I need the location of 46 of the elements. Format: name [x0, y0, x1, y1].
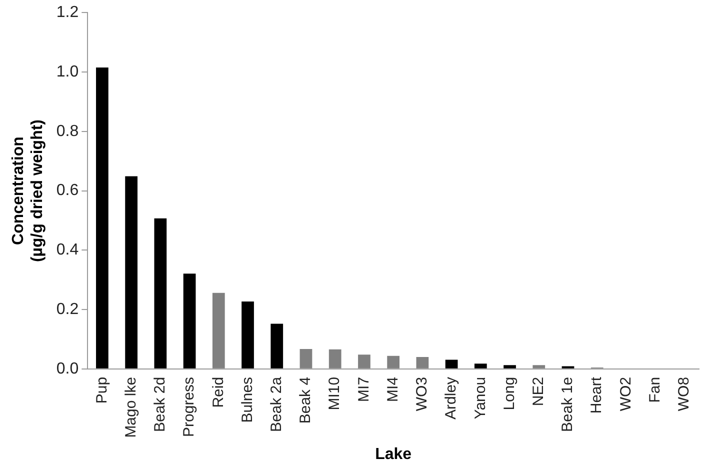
bar — [504, 365, 516, 368]
y-tick-label: 1.2 — [56, 4, 79, 22]
bar — [387, 356, 400, 368]
y-tick-label: 0.0 — [56, 360, 79, 378]
x-tick-label: Progress — [180, 376, 198, 437]
x-tick-label: Beak 1e — [559, 376, 576, 432]
x-tick-label: WO2 — [617, 376, 634, 412]
x-tick-label: Fan — [646, 376, 664, 403]
bar — [416, 357, 429, 368]
y-tick-label: 1.0 — [56, 63, 79, 80]
bar — [445, 360, 458, 368]
x-tick-label: Heart — [588, 376, 606, 414]
x-tick-label: WO3 — [414, 376, 431, 412]
x-tick-label: Ardley — [442, 376, 460, 420]
x-tick-label: MI10 — [326, 376, 344, 410]
bar — [474, 364, 487, 368]
y-tick-label: 0.6 — [56, 182, 79, 200]
x-tick-label: Reid — [210, 376, 227, 408]
x-tick-label: Beak 2d — [152, 376, 169, 432]
x-tick-label: MI7 — [355, 376, 372, 402]
x-tick-label: NE2 — [530, 376, 548, 406]
bar — [532, 365, 546, 368]
bar — [270, 324, 284, 368]
bar — [183, 274, 196, 368]
bar — [242, 302, 254, 368]
x-tick-label: Mago lke — [122, 376, 140, 438]
x-tick-label: Bulnes — [238, 376, 256, 423]
y-axis-title: Concentration (µg/g dried weight) — [10, 119, 46, 262]
bar — [96, 68, 108, 368]
bar — [154, 218, 167, 368]
bar — [328, 349, 342, 368]
x-tick-label: Long — [500, 376, 518, 410]
y-tick-label: 0.2 — [56, 300, 79, 318]
x-tick-label: Beak 2a — [268, 376, 286, 432]
x-tick-label: Beak 4 — [297, 376, 314, 424]
x-axis-title: Lake — [375, 446, 412, 463]
x-tick-label: MI4 — [384, 376, 402, 402]
bar — [300, 349, 312, 368]
bar — [125, 176, 138, 368]
x-tick-label: Pup — [93, 376, 110, 404]
y-tick-label: 0.8 — [56, 122, 79, 140]
y-tick-label: 0.4 — [56, 242, 79, 259]
x-tick-label: Yanou — [472, 376, 489, 420]
x-tick-label: WO8 — [676, 376, 693, 412]
bar — [212, 292, 225, 368]
bar — [358, 354, 370, 368]
